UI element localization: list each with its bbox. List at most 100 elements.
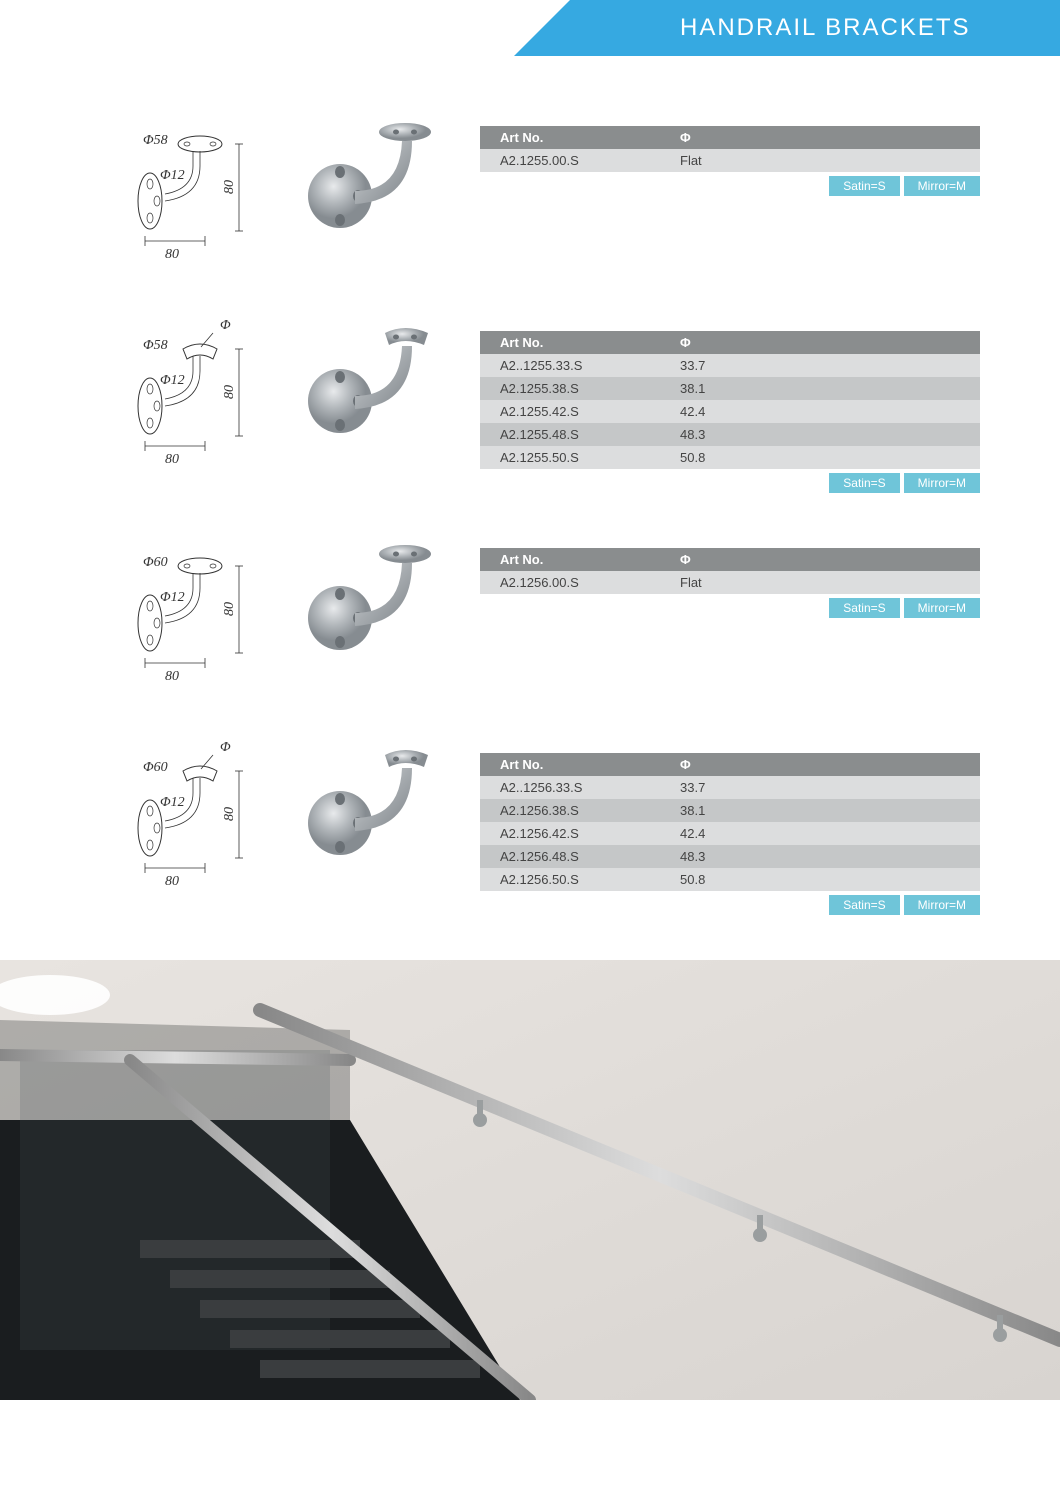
cell-artno: A2.1255.00.S [480,149,660,172]
col-phi: Φ [660,126,854,149]
cell-phi: 50.8 [660,446,858,469]
spec-row: A2.1256.42.S 42.4 [480,822,980,845]
svg-text:Φ60: Φ60 [143,555,168,570]
cell-artno: A2.1256.42.S [480,822,660,845]
spec-table: Art No. Φ A2.1256.00.S Flat [480,548,980,594]
cell-artno: A2.1256.38.S [480,799,660,822]
cell-phi: 48.3 [660,423,858,446]
svg-text:80: 80 [165,247,179,262]
svg-text:Φ58: Φ58 [143,338,168,353]
spec-table-wrap: Art No. Φ A2..1255.33.S 33.7 A2.1255.38.… [480,311,980,493]
finish-satin: Satin=S [829,895,899,915]
spec-row: A2.1256.38.S 38.1 [480,799,980,822]
svg-text:Φ12: Φ12 [160,373,185,388]
cell-artno: A2.1255.50.S [480,446,660,469]
spec-row: A2.1255.50.S 50.8 [480,446,980,469]
finish-key: Satin=S Mirror=M [480,598,980,618]
spec-table-wrap: Art No. Φ A2.1256.00.S Flat Satin=S Mirr… [480,528,980,618]
product-row: Φ Φ58 Φ12 80 80 [0,301,1060,518]
svg-text:Φ58: Φ58 [143,133,168,148]
spec-row: A2.1255.38.S 38.1 [480,377,980,400]
cell-artno: A2.1256.48.S [480,845,660,868]
finish-mirror: Mirror=M [904,473,980,493]
spec-row: A2.1256.50.S 50.8 [480,868,980,891]
cell-phi: 42.4 [660,400,858,423]
svg-text:Φ: Φ [220,318,231,333]
finish-mirror: Mirror=M [904,895,980,915]
technical-diagram: Φ Φ60 Φ12 80 80 [100,733,270,903]
svg-text:80: 80 [222,807,237,821]
col-artno: Art No. [480,126,660,149]
svg-text:Φ12: Φ12 [160,590,185,605]
cell-phi: 38.1 [660,377,858,400]
svg-text:Φ12: Φ12 [160,795,185,810]
spec-row: A2..1255.33.S 33.7 [480,354,980,377]
spec-row: A2..1256.33.S 33.7 [480,776,980,799]
product-render [290,733,460,883]
finish-key: Satin=S Mirror=M [480,473,980,493]
col-artno: Art No. [480,753,660,776]
cell-artno: A2.1255.42.S [480,400,660,423]
cell-phi: Flat [660,571,854,594]
product-row: Φ58 Φ12 80 80 [0,96,1060,301]
spec-table-wrap: Art No. Φ A2..1256.33.S 33.7 A2.1256.38.… [480,733,980,915]
cell-phi: 38.1 [660,799,858,822]
col-blank [858,753,980,776]
spec-row: A2.1255.42.S 42.4 [480,400,980,423]
product-render [290,106,460,256]
page-title: HANDRAIL BRACKETS [680,14,971,42]
col-phi: Φ [660,548,854,571]
finish-satin: Satin=S [829,598,899,618]
spec-table: Art No. Φ A2..1255.33.S 33.7 A2.1255.38.… [480,331,980,469]
product-render [290,311,460,461]
cell-artno: A2..1255.33.S [480,354,660,377]
svg-text:80: 80 [165,452,179,467]
cell-artno: A2.1256.50.S [480,868,660,891]
svg-text:80: 80 [165,874,179,889]
finish-mirror: Mirror=M [904,598,980,618]
finish-mirror: Mirror=M [904,176,980,196]
cell-phi: 48.3 [660,845,858,868]
finish-satin: Satin=S [829,473,899,493]
col-phi: Φ [660,331,858,354]
svg-text:Φ60: Φ60 [143,760,168,775]
spec-table-wrap: Art No. Φ A2.1255.00.S Flat Satin=S Mirr… [480,106,980,196]
cell-artno: A2.1255.38.S [480,377,660,400]
svg-text:Φ: Φ [220,740,231,755]
col-blank [854,548,980,571]
cell-phi: 42.4 [660,822,858,845]
col-artno: Art No. [480,548,660,571]
col-blank [854,126,980,149]
page-header: HANDRAIL BRACKETS [0,0,1060,56]
cell-phi: 50.8 [660,868,858,891]
svg-text:80: 80 [222,602,237,616]
svg-text:80: 80 [222,385,237,399]
spec-row: A2.1256.00.S Flat [480,571,980,594]
technical-diagram: Φ58 Φ12 80 80 [100,106,270,276]
technical-diagram: Φ60 Φ12 80 80 [100,528,270,698]
product-render [290,528,460,678]
spec-row: A2.1255.00.S Flat [480,149,980,172]
spec-row: A2.1255.48.S 48.3 [480,423,980,446]
product-row: Φ Φ60 Φ12 80 80 [0,723,1060,940]
header-tab: HANDRAIL BRACKETS [570,0,1060,56]
svg-text:80: 80 [165,669,179,684]
cell-phi: 33.7 [660,354,858,377]
svg-text:80: 80 [222,180,237,194]
cell-artno: A2.1256.00.S [480,571,660,594]
finish-satin: Satin=S [829,176,899,196]
col-blank [858,331,980,354]
finish-key: Satin=S Mirror=M [480,176,980,196]
col-artno: Art No. [480,331,660,354]
svg-text:Φ12: Φ12 [160,168,185,183]
spec-row: A2.1256.48.S 48.3 [480,845,980,868]
cell-phi: 33.7 [660,776,858,799]
product-row: Φ60 Φ12 80 80 [0,518,1060,723]
cell-artno: A2..1256.33.S [480,776,660,799]
cell-artno: A2.1255.48.S [480,423,660,446]
technical-diagram: Φ Φ58 Φ12 80 80 [100,311,270,481]
spec-table: Art No. Φ A2..1256.33.S 33.7 A2.1256.38.… [480,753,980,891]
installation-photo [0,960,1060,1400]
finish-key: Satin=S Mirror=M [480,895,980,915]
spec-table: Art No. Φ A2.1255.00.S Flat [480,126,980,172]
